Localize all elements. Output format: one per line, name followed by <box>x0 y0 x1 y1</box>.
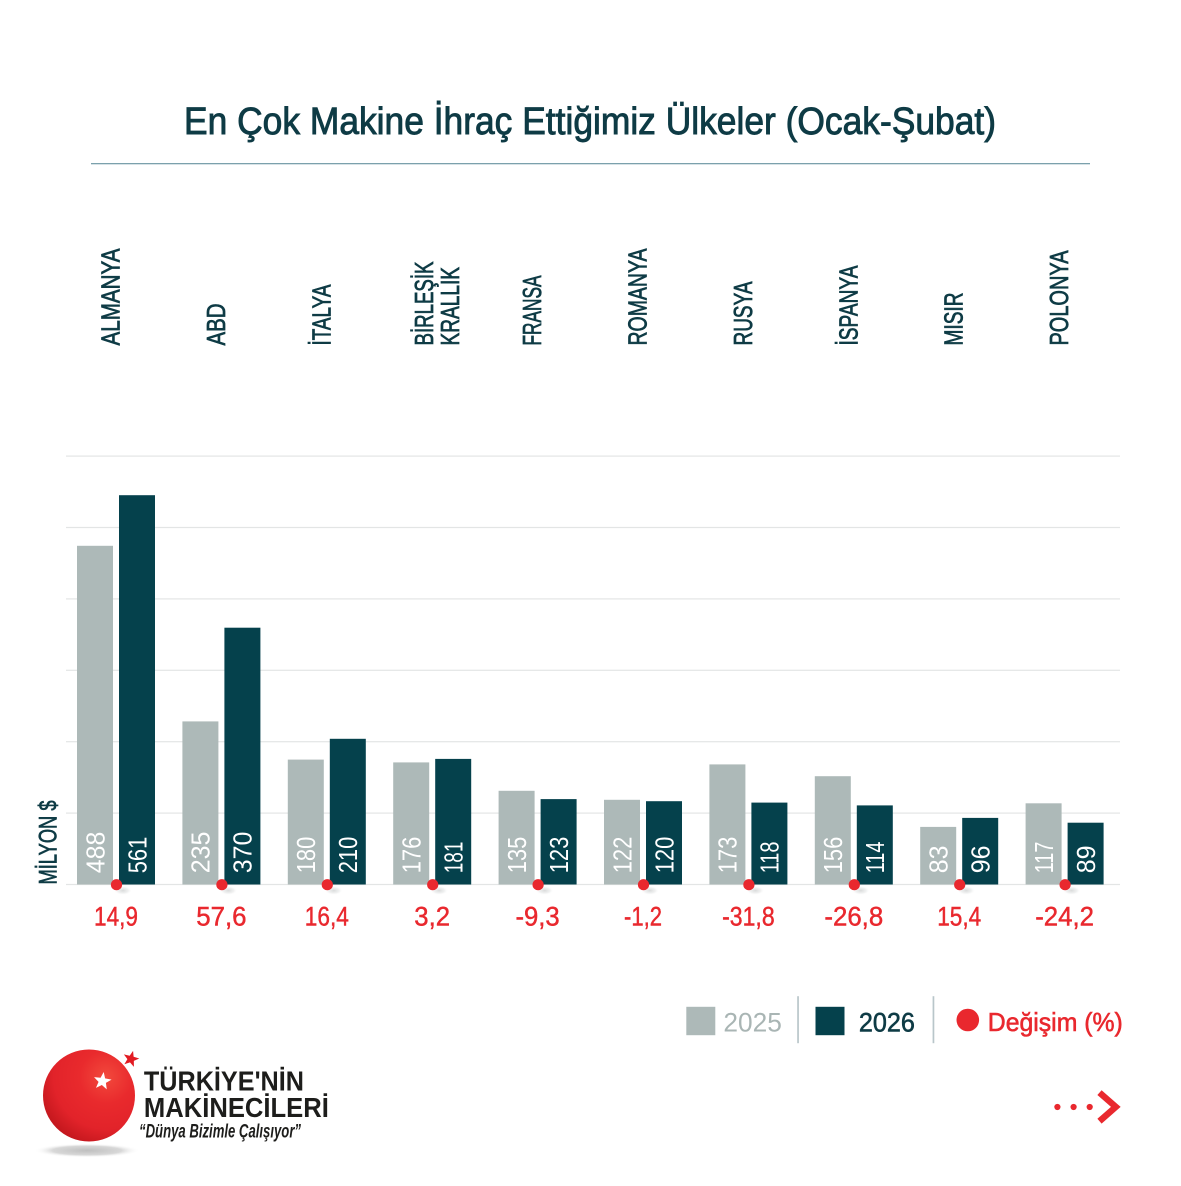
svg-text:En Çok Makine İhraç Ettiğimiz: En Çok Makine İhraç Ettiğimiz Ülkeler (O… <box>184 100 996 143</box>
svg-text:118: 118 <box>755 842 785 874</box>
svg-text:ROMANYA: ROMANYA <box>623 248 653 345</box>
svg-text:3,2: 3,2 <box>414 901 450 931</box>
svg-text:14,9: 14,9 <box>94 901 138 931</box>
svg-text:BİRLEŞİK: BİRLEŞİK <box>409 261 439 345</box>
svg-text:2026: 2026 <box>859 1006 915 1037</box>
svg-text:MISIR: MISIR <box>939 293 969 346</box>
svg-text:İTALYA: İTALYA <box>306 284 336 345</box>
svg-text:135: 135 <box>502 837 532 874</box>
svg-text:57,6: 57,6 <box>196 901 246 931</box>
svg-text:TÜRKİYE'NİN: TÜRKİYE'NİN <box>144 1066 304 1097</box>
svg-text:RUSYA: RUSYA <box>728 281 758 345</box>
svg-text:180: 180 <box>291 837 321 874</box>
svg-text:114: 114 <box>860 842 890 874</box>
svg-text:-9,3: -9,3 <box>515 901 559 931</box>
svg-text:FRANSA: FRANSA <box>517 275 547 345</box>
svg-text:ABD: ABD <box>201 304 231 346</box>
svg-text:488: 488 <box>80 832 110 874</box>
svg-text:ALMANYA: ALMANYA <box>96 248 126 346</box>
svg-text:-24,2: -24,2 <box>1035 901 1094 931</box>
svg-text:MAKİNECİLERİ: MAKİNECİLERİ <box>144 1092 329 1123</box>
svg-text:-31,8: -31,8 <box>722 901 775 931</box>
svg-text:İSPANYA: İSPANYA <box>833 265 863 345</box>
svg-text:-1,2: -1,2 <box>624 901 662 931</box>
svg-text:15,4: 15,4 <box>937 901 981 931</box>
svg-text:123: 123 <box>544 837 574 874</box>
svg-text:181: 181 <box>439 842 469 874</box>
svg-text:176: 176 <box>397 837 427 874</box>
svg-text:16,4: 16,4 <box>305 901 349 931</box>
svg-text:96: 96 <box>966 846 996 874</box>
svg-text:173: 173 <box>713 837 743 874</box>
svg-text:-26,8: -26,8 <box>824 901 883 931</box>
svg-text:370: 370 <box>228 832 258 874</box>
svg-text:120: 120 <box>649 837 679 874</box>
svg-text:156: 156 <box>818 837 848 874</box>
svg-text:117: 117 <box>1029 842 1059 874</box>
svg-text:561: 561 <box>122 837 152 874</box>
svg-text:Değişim (%): Değişim (%) <box>988 1007 1123 1037</box>
svg-text:210: 210 <box>333 837 363 874</box>
svg-text:235: 235 <box>186 832 216 874</box>
svg-text:83: 83 <box>924 846 954 874</box>
svg-text:MİLYON $: MİLYON $ <box>33 800 62 884</box>
svg-text:122: 122 <box>607 837 637 874</box>
svg-text:2025: 2025 <box>723 1006 782 1037</box>
svg-text:“Dünya Bizimle Çalışıyor”: “Dünya Bizimle Çalışıyor” <box>139 1121 301 1142</box>
svg-text:KRALLIK: KRALLIK <box>435 267 465 346</box>
svg-text:89: 89 <box>1071 846 1101 874</box>
svg-text:POLONYA: POLONYA <box>1044 250 1074 346</box>
